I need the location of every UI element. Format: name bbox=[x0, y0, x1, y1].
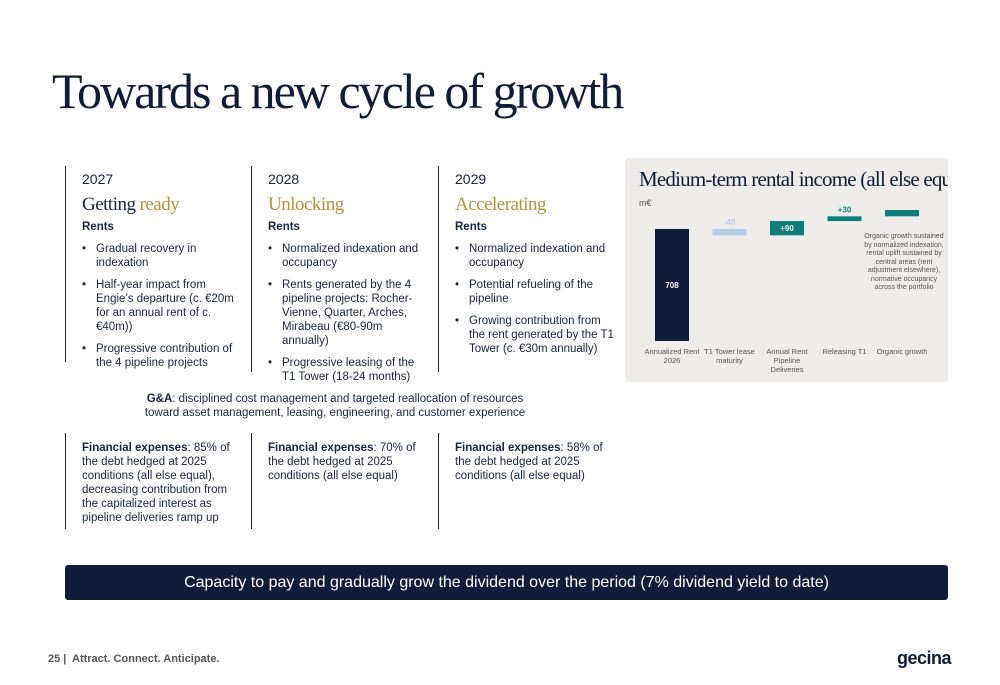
section-label: Rents bbox=[82, 221, 114, 233]
slide-title: Towards a new cycle of growth bbox=[52, 63, 624, 119]
column-heading: Accelerating bbox=[455, 195, 615, 214]
financial-text: : 85% of the debt hedged at 2025 conditi… bbox=[82, 442, 230, 524]
financial-label: Financial expenses bbox=[82, 442, 188, 454]
x-tick-label: Releasing T1 bbox=[822, 347, 867, 356]
x-tick-label: T1 Tower lease maturity bbox=[704, 347, 755, 365]
value-label: +30 bbox=[838, 205, 852, 214]
column-heading: Getting ready bbox=[82, 195, 242, 214]
section-label: Rents bbox=[455, 221, 487, 233]
financial-label: Financial expenses bbox=[268, 442, 374, 454]
heading-accent: Unlocking bbox=[268, 194, 344, 215]
section-label: Rents bbox=[268, 221, 300, 233]
column-heading: Unlocking bbox=[268, 195, 428, 214]
bar bbox=[712, 228, 747, 236]
bullet: Normalized indexation and occupancy bbox=[268, 242, 428, 270]
bullet: Half-year impact from Engie’s departure … bbox=[82, 278, 242, 334]
banner: Capacity to pay and gradually grow the d… bbox=[65, 565, 948, 600]
page-number: 25 | bbox=[48, 653, 67, 665]
bullet: Growing contribution from the rent gener… bbox=[455, 314, 615, 356]
x-tick-label: Annual Rent Pipeline Deliveries bbox=[766, 347, 808, 374]
financial-note: Financial expenses: 85% of the debt hedg… bbox=[65, 433, 242, 529]
x-tick-label: Organic growth bbox=[876, 347, 928, 356]
financial-text: : 70% of the debt hedged at 2025 conditi… bbox=[268, 442, 416, 482]
heading-accent: ready bbox=[139, 194, 180, 215]
year: 2029 bbox=[455, 171, 487, 187]
bullet-list: Normalized indexation and occupancy Poten… bbox=[455, 242, 615, 356]
bullet-list: Normalized indexation and occupancy Rents… bbox=[268, 242, 428, 384]
unit-label: m€ bbox=[639, 198, 652, 208]
bar bbox=[655, 228, 689, 341]
value-label: 708 bbox=[665, 281, 679, 290]
heading-lead: Getting bbox=[82, 194, 136, 215]
financial-text: : 58% of the debt hedged at 2025 conditi… bbox=[455, 442, 603, 482]
bullet-list: Gradual recovery in indexation Half-year … bbox=[82, 242, 242, 370]
chart: Medium-term rental income (all else equa… bbox=[639, 167, 948, 341]
annotation: Organic growth sustained by normalized i… bbox=[864, 233, 944, 291]
x-tick-label: Annualized Rent 2026 bbox=[644, 347, 700, 365]
value-label: +90 bbox=[780, 224, 794, 233]
bullet: Rents generated by the 4 pipeline projec… bbox=[268, 278, 428, 348]
chart-panel: Medium-term rental income (all else equa… bbox=[625, 158, 948, 382]
financial-note: Financial expenses: 70% of the debt hedg… bbox=[251, 433, 428, 529]
heading-accent: Accelerating bbox=[455, 194, 547, 215]
year: 2028 bbox=[268, 171, 300, 187]
ga-label: G&A bbox=[146, 393, 173, 405]
chart-title: Medium-term rental income (all else equa… bbox=[639, 167, 948, 191]
value-label: -40 bbox=[724, 218, 736, 227]
ga-text: : disciplined cost management and target… bbox=[144, 393, 526, 419]
bullet: Progressive leasing of the T1 Tower (18-… bbox=[268, 356, 428, 384]
year: 2027 bbox=[82, 171, 114, 187]
bullet: Gradual recovery in indexation bbox=[82, 242, 242, 270]
column: 2029 Accelerating Rents Normalized indexati… bbox=[438, 166, 615, 372]
bullet: Progressive contribution of the 4 pipeli… bbox=[82, 342, 242, 370]
financial-note: Financial expenses: 58% of the debt hedg… bbox=[438, 433, 615, 529]
ga-note: G&A: disciplined cost management and tar… bbox=[130, 392, 540, 420]
financial-label: Financial expenses bbox=[455, 442, 561, 454]
column: 2028 Unlocking Rents Normalized indexation … bbox=[251, 166, 428, 383]
bar bbox=[885, 210, 919, 217]
logo: gecina bbox=[897, 648, 952, 668]
bar bbox=[827, 216, 862, 222]
tagline: Attract. Connect. Anticipate. bbox=[72, 653, 220, 665]
bullet: Potential refueling of the pipeline bbox=[455, 278, 615, 306]
bullet: Normalized indexation and occupancy bbox=[455, 242, 615, 270]
bar bbox=[770, 221, 804, 236]
